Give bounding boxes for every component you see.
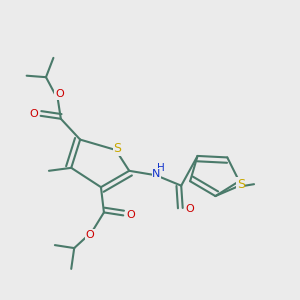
Text: O: O bbox=[30, 109, 38, 119]
Text: H: H bbox=[158, 163, 165, 173]
Text: S: S bbox=[237, 178, 245, 191]
Text: O: O bbox=[55, 89, 64, 99]
Text: O: O bbox=[126, 210, 135, 220]
Text: S: S bbox=[113, 142, 121, 155]
Text: N: N bbox=[152, 169, 161, 179]
Text: O: O bbox=[85, 230, 94, 240]
Text: O: O bbox=[186, 204, 194, 214]
